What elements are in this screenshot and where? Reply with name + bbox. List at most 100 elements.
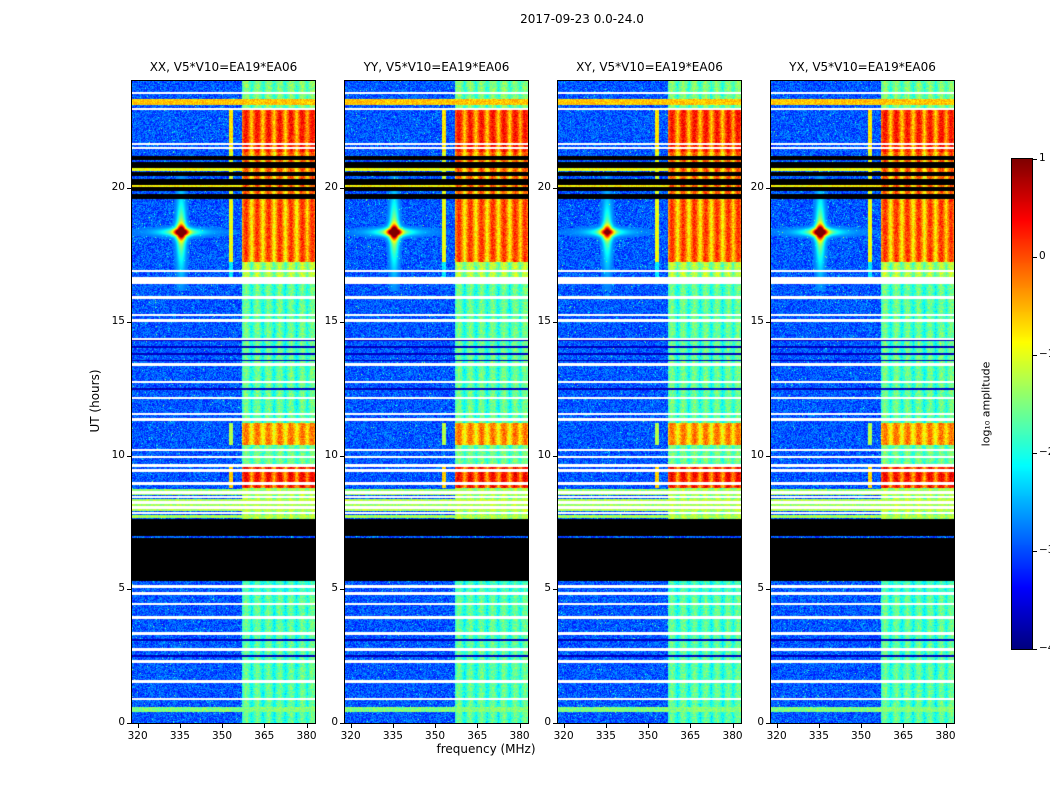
panel-title-xy: XY, V5*V10=EA19*EA06 — [576, 60, 723, 74]
x-tick-mark — [776, 724, 778, 728]
y-tick-label: 10 — [111, 448, 125, 461]
y-tick-label: 0 — [544, 716, 551, 728]
y-tick-mark — [340, 723, 344, 724]
figure-title: 2017-09-23 0.0-24.0 — [520, 12, 644, 26]
x-tick-label: 335 — [169, 730, 190, 742]
y-tick-mark — [766, 589, 770, 591]
y-tick-label: 20 — [750, 181, 764, 193]
y-tick-label: 15 — [750, 314, 764, 327]
x-tick-mark — [264, 724, 266, 728]
x-tick-label: 335 — [382, 730, 403, 742]
x-tick-label: 335 — [808, 730, 829, 742]
y-tick-label: 0 — [118, 716, 125, 728]
colorbar-tick-label: −2 — [1039, 446, 1050, 458]
y-tick-mark — [766, 723, 770, 724]
y-tick-label: 10 — [537, 448, 551, 461]
spectrogram-canvas-yx — [771, 81, 954, 723]
y-tick-label: 15 — [537, 314, 551, 327]
colorbar-tick-mark — [1033, 551, 1037, 552]
x-tick-mark — [179, 724, 181, 728]
x-tick-label: 320 — [553, 730, 574, 742]
y-tick-mark — [127, 455, 131, 457]
colorbar-tick-label: 1 — [1039, 152, 1046, 164]
x-tick-mark — [732, 724, 734, 728]
x-tick-mark — [477, 724, 479, 728]
y-tick-mark — [127, 188, 131, 189]
y-tick-mark — [340, 589, 344, 591]
colorbar-tick-mark — [1033, 355, 1037, 356]
y-tick-mark — [553, 589, 557, 591]
colorbar-tick-mark — [1033, 257, 1037, 258]
x-tick-label: 320 — [766, 730, 787, 742]
y-tick-mark — [553, 321, 557, 323]
x-tick-label: 365 — [467, 730, 488, 742]
x-tick-mark — [945, 724, 947, 728]
x-tick-label: 350 — [425, 730, 446, 742]
y-tick-label: 20 — [111, 181, 125, 193]
x-tick-mark — [648, 724, 650, 728]
x-tick-mark — [350, 724, 352, 728]
panel-title-yy: YY, V5*V10=EA19*EA06 — [363, 60, 510, 74]
x-tick-label: 320 — [340, 730, 361, 742]
y-tick-label: 0 — [757, 716, 764, 728]
colorbar-tick-mark — [1033, 453, 1037, 454]
x-tick-mark — [818, 724, 820, 728]
y-tick-label: 0 — [331, 716, 338, 728]
y-tick-mark — [127, 723, 131, 724]
x-tick-label: 380 — [722, 730, 743, 742]
x-tick-mark — [519, 724, 521, 728]
colorbar-tick-label: −4 — [1039, 642, 1050, 654]
x-tick-label: 380 — [509, 730, 530, 742]
panel-xy — [557, 80, 742, 724]
panel-title-xx: XX, V5*V10=EA19*EA06 — [149, 60, 298, 74]
spectrogram-canvas-xy — [558, 81, 741, 723]
y-tick-label: 15 — [111, 314, 125, 327]
y-tick-label: 10 — [750, 448, 764, 461]
panel-yy — [344, 80, 529, 724]
x-tick-mark — [137, 724, 139, 728]
x-tick-mark — [690, 724, 692, 728]
x-tick-label: 365 — [254, 730, 275, 742]
panel-yx — [770, 80, 955, 724]
x-tick-label: 380 — [296, 730, 317, 742]
x-tick-mark — [903, 724, 905, 728]
y-tick-label: 15 — [324, 314, 338, 327]
y-tick-label: 5 — [757, 582, 764, 595]
y-tick-label: 10 — [324, 448, 338, 461]
y-tick-label: 5 — [118, 582, 125, 595]
y-axis-label: UT (hours) — [88, 369, 102, 433]
x-tick-label: 365 — [680, 730, 701, 742]
x-tick-label: 380 — [935, 730, 956, 742]
colorbar — [1011, 158, 1033, 650]
colorbar-canvas — [1012, 159, 1032, 649]
y-tick-label: 20 — [324, 181, 338, 193]
y-tick-mark — [553, 455, 557, 457]
y-tick-mark — [766, 188, 770, 189]
x-tick-label: 350 — [212, 730, 233, 742]
y-tick-mark — [127, 321, 131, 323]
spectrogram-canvas-yy — [345, 81, 528, 723]
x-tick-label: 350 — [851, 730, 872, 742]
spectrogram-canvas-xx — [132, 81, 315, 723]
y-tick-mark — [127, 589, 131, 591]
x-tick-mark — [435, 724, 437, 728]
panel-xx — [131, 80, 316, 724]
x-tick-mark — [392, 724, 394, 728]
y-tick-mark — [553, 188, 557, 189]
colorbar-label: log₁₀ amplitude — [979, 361, 993, 447]
x-tick-label: 335 — [595, 730, 616, 742]
y-tick-label: 20 — [537, 181, 551, 193]
colorbar-tick-label: 0 — [1039, 250, 1046, 262]
x-tick-mark — [222, 724, 224, 728]
y-tick-mark — [553, 723, 557, 724]
colorbar-tick-mark — [1033, 159, 1037, 160]
x-tick-label: 320 — [127, 730, 148, 742]
y-tick-mark — [340, 455, 344, 457]
x-tick-mark — [605, 724, 607, 728]
y-tick-mark — [340, 188, 344, 189]
x-tick-mark — [861, 724, 863, 728]
colorbar-tick-label: −1 — [1039, 348, 1050, 360]
y-tick-label: 5 — [331, 582, 338, 595]
colorbar-tick-label: −3 — [1039, 544, 1050, 556]
